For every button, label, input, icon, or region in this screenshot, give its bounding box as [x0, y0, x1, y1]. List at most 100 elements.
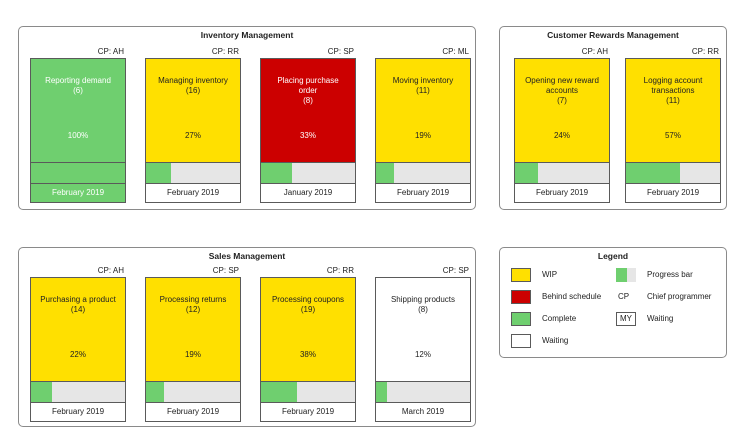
chief-programmer-label: CP: RR — [691, 47, 719, 56]
target-month: February 2019 — [260, 402, 356, 422]
feature-status-box: Processing returns (12) 19% — [145, 277, 241, 382]
feature-status-box: Purchasing a product (14) 22% — [30, 277, 126, 382]
feature-count: (12) — [185, 305, 201, 314]
feature-status-box: Shipping products (8) 12% — [375, 277, 471, 382]
legend-label-complete: Complete — [542, 314, 577, 323]
feature-name: Moving inventory — [392, 76, 454, 85]
feature-count: (16) — [185, 86, 201, 95]
target-month: February 2019 — [514, 183, 610, 203]
progress-bar-fill — [376, 382, 388, 402]
feature-percent: 19% — [414, 131, 431, 140]
progress-bar — [514, 163, 610, 183]
feature-status-box: Moving inventory (11) 19% — [375, 58, 471, 163]
progress-bar-fill — [376, 163, 394, 183]
feature-name: Reporting demand — [45, 76, 111, 85]
target-month: February 2019 — [625, 183, 721, 203]
feature-percent: 22% — [69, 350, 86, 359]
feature-count: (19) — [300, 305, 316, 314]
feature-status-box: Opening new reward accounts (7) 24% — [514, 58, 610, 163]
feature-name-block: Purchasing a product (14) — [37, 295, 119, 315]
legend-label-wip: WIP — [542, 270, 558, 279]
chief-programmer-label: CP: ML — [442, 47, 469, 56]
feature-name: Opening new reward accounts — [525, 76, 599, 95]
feature-status-box: Logging account transactions (11) 57% — [625, 58, 721, 163]
progress-bar — [145, 163, 241, 183]
feature-name-block: Processing returns (12) — [152, 295, 234, 315]
feature-name-block: Reporting demand (6) — [37, 76, 119, 96]
feature-status-box: Processing coupons (19) 38% — [260, 277, 356, 382]
legend-box: Legend WIP Behind schedule Complete Wait… — [499, 247, 727, 358]
feature-name: Processing returns — [159, 295, 227, 304]
legend-label-chief-programmer: Chief programmer — [647, 292, 712, 301]
target-month: February 2019 — [375, 183, 471, 203]
chief-programmer-label: CP: AH — [581, 47, 608, 56]
feature-count: (8) — [303, 96, 313, 105]
progress-bar-fill — [261, 163, 293, 183]
chief-programmer-label: CP: SP — [442, 266, 469, 275]
chief-programmer-label: CP: RR — [326, 266, 354, 275]
feature-name: Logging account transactions — [643, 76, 703, 95]
legend-label-progress-bar: Progress bar — [647, 270, 693, 279]
feature-count: (7) — [557, 96, 567, 105]
target-month: February 2019 — [30, 183, 126, 203]
legend-swatch-behind — [511, 290, 531, 304]
feature-percent: 38% — [299, 350, 316, 359]
progress-bar-fill — [261, 382, 297, 402]
feature-percent: 33% — [299, 131, 316, 140]
feature-count: (14) — [70, 305, 86, 314]
chief-programmer-label: CP: SP — [327, 47, 354, 56]
progress-bar — [30, 163, 126, 183]
feature-count: (6) — [73, 86, 83, 95]
chief-programmer-label: CP: AH — [97, 47, 124, 56]
legend-label-waiting-month: Waiting — [647, 314, 674, 323]
chief-programmer-label: CP: RR — [211, 47, 239, 56]
feature-percent: 12% — [414, 350, 431, 359]
chief-programmer-label: CP: SP — [212, 266, 239, 275]
feature-name-block: Opening new reward accounts (7) — [521, 76, 603, 106]
inventory-management-group: Inventory Management CP: AH Reporting dem… — [18, 26, 476, 210]
legend-label-behind: Behind schedule — [542, 292, 602, 301]
feature-name-block: Moving inventory (11) — [382, 76, 464, 96]
target-month: March 2019 — [375, 402, 471, 422]
feature-percent: 57% — [664, 131, 681, 140]
feature-status-box: Managing inventory (16) 27% — [145, 58, 241, 163]
feature-name-block: Managing inventory (16) — [152, 76, 234, 96]
chief-programmer-label: CP: AH — [97, 266, 124, 275]
group-title: Sales Management — [208, 251, 286, 261]
feature-percent: 24% — [553, 131, 570, 140]
customer-rewards-group: Customer Rewards Management CP: AH Openin… — [499, 26, 727, 210]
legend-cp-abbr: CP — [618, 292, 630, 301]
feature-name-block: Logging account transactions (11) — [632, 76, 714, 106]
progress-bar-fill — [146, 163, 172, 183]
legend-label-waiting: Waiting — [542, 336, 569, 345]
progress-bar — [145, 382, 241, 402]
target-month: February 2019 — [145, 402, 241, 422]
legend-swatch-complete — [511, 312, 531, 326]
feature-percent: 100% — [67, 131, 89, 140]
feature-status-box: Reporting demand (6) 100% — [30, 58, 126, 163]
feature-count: (8) — [418, 305, 428, 314]
legend-swatch-waiting — [511, 334, 531, 348]
feature-name: Placing purchase order — [277, 76, 339, 95]
progress-bar-fill — [515, 163, 538, 183]
feature-count: (11) — [416, 86, 430, 95]
group-title: Inventory Management — [200, 30, 294, 40]
progress-bar-fill — [31, 382, 52, 402]
progress-bar-fill — [31, 163, 125, 183]
feature-name: Managing inventory — [158, 76, 228, 85]
feature-percent: 27% — [184, 131, 201, 140]
feature-status-box: Placing purchase order (8) 33% — [260, 58, 356, 163]
progress-bar — [260, 163, 356, 183]
feature-name: Purchasing a product — [40, 295, 116, 304]
legend-swatch-wip — [511, 268, 531, 282]
legend-my-abbr: MY — [620, 314, 632, 323]
target-month: February 2019 — [145, 183, 241, 203]
progress-bar — [30, 382, 126, 402]
progress-bar — [375, 163, 471, 183]
progress-bar — [260, 382, 356, 402]
feature-name: Processing coupons — [271, 295, 345, 304]
target-month: February 2019 — [30, 402, 126, 422]
group-title: Customer Rewards Management — [547, 30, 679, 40]
progress-bar — [375, 382, 471, 402]
legend-swatch-my: MY — [616, 312, 636, 326]
